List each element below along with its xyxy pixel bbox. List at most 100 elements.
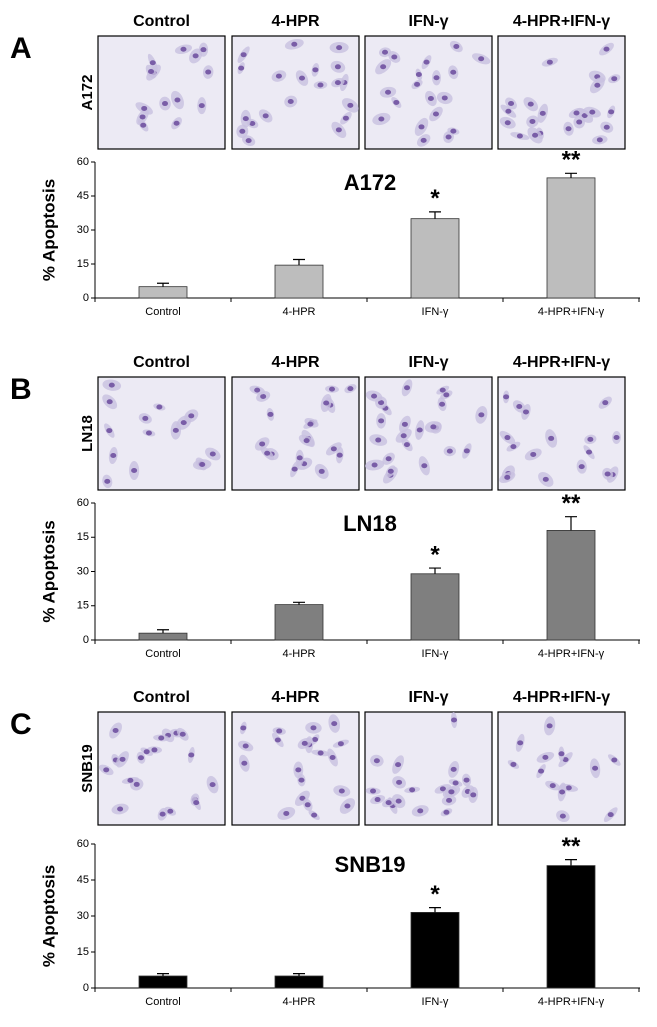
cell-nucleus (542, 476, 549, 482)
cell-nucleus (371, 393, 378, 399)
bar (546, 865, 596, 989)
error-bar (429, 907, 441, 913)
cell-nucleus (239, 128, 246, 134)
cell-nucleus (432, 111, 439, 117)
y-tick-label: 0 (83, 634, 89, 646)
cell-nucleus (139, 114, 146, 120)
cell-nucleus (446, 448, 453, 454)
cell-nucleus (274, 737, 281, 743)
cell-nucleus (403, 442, 410, 448)
cell-nucleus (608, 109, 615, 115)
cell-nucleus (334, 64, 341, 70)
cell-nucleus (603, 46, 610, 52)
cell-nucleus (173, 120, 180, 126)
cell-nucleus (603, 124, 610, 130)
cell-nucleus (450, 69, 457, 75)
cell-nucleus (188, 413, 195, 419)
y-tick-label: 60 (77, 838, 89, 850)
y-tick-label: 60 (77, 156, 89, 168)
cell-nucleus (504, 474, 511, 480)
cell-nucleus (592, 765, 599, 771)
column-label: Control (133, 13, 190, 30)
x-tick-label: 4-HPR+IFN-γ (538, 648, 605, 660)
cell-nucleus (301, 740, 308, 746)
cell-nucleus (151, 747, 158, 753)
error-bar (565, 859, 577, 866)
bar (546, 177, 596, 299)
cell-nucleus (393, 99, 400, 105)
cell-nucleus (137, 755, 144, 761)
bar (274, 975, 324, 989)
x-tick-label: 4-HPR+IFN-γ (538, 996, 605, 1008)
cell-nucleus (323, 400, 330, 406)
cell-nucleus (443, 809, 450, 815)
error-bar (293, 258, 305, 266)
cell-nucleus (188, 752, 195, 758)
cell-nucleus (450, 766, 457, 772)
cell-nucleus (108, 382, 115, 388)
cell-nucleus (378, 400, 385, 406)
cell-nucleus (517, 740, 524, 746)
cell-nucleus (508, 100, 515, 106)
x-tick-label: 4-HPR (282, 996, 315, 1008)
cell-nucleus (448, 789, 455, 795)
cell-nucleus (378, 418, 385, 424)
cell-nucleus (596, 137, 603, 143)
column-label: 4-HPR (271, 689, 319, 706)
cell-nucleus (240, 52, 247, 58)
significance-mark: * (430, 541, 440, 568)
micrograph (231, 376, 360, 491)
cell-nucleus (299, 795, 306, 801)
y-tick-label: 0 (83, 982, 89, 994)
micrograph (497, 711, 626, 826)
cell-nucleus (240, 725, 247, 731)
cell-nucleus (262, 113, 269, 119)
y-tick-label: 30 (77, 224, 89, 236)
cell-nucleus (529, 118, 536, 124)
significance-mark: * (430, 185, 440, 212)
cell-nucleus (283, 810, 290, 816)
cell-nucleus (245, 138, 252, 144)
y-tick-label: 15 (77, 258, 89, 270)
cell-nucleus (200, 47, 207, 53)
cell-nucleus (276, 728, 283, 734)
cell-nucleus (532, 132, 539, 138)
cell-nucleus (443, 392, 450, 398)
cell-nucleus (249, 120, 256, 126)
column-label: IFN-γ (409, 354, 449, 371)
cell-nucleus (573, 110, 580, 116)
cell-nucleus (401, 421, 408, 427)
cell-nucleus (503, 394, 510, 400)
cell-nucleus (463, 777, 470, 783)
cell-nucleus (445, 134, 452, 140)
cell-nucleus (439, 387, 446, 393)
error-bar (565, 516, 577, 531)
cell-nucleus (423, 59, 430, 65)
cell-nucleus (205, 69, 212, 75)
cell-nucleus (530, 451, 537, 457)
cell-nucleus (441, 95, 448, 101)
cell-nucleus (104, 478, 111, 484)
cell-nucleus (594, 82, 601, 88)
cell-nucleus (140, 122, 147, 128)
cell-nucleus (430, 424, 437, 430)
y-axis-label: % Apoptosis (39, 865, 58, 967)
cell-nucleus (143, 749, 150, 755)
cell-nucleus (336, 45, 343, 51)
cell-nucleus (106, 428, 113, 434)
cell-nucleus (329, 754, 336, 760)
y-tick-label: 45 (77, 874, 89, 886)
cell-nucleus (304, 802, 311, 808)
y-tick-label: 15 (77, 531, 89, 543)
cell-nucleus (548, 435, 555, 441)
cell-nucleus (395, 798, 402, 804)
cell-nucleus (611, 76, 618, 82)
cell-nucleus (463, 448, 470, 454)
micrograph (97, 376, 226, 491)
cell-nucleus (427, 95, 434, 101)
cell-nucleus (504, 120, 511, 126)
cell-nucleus (110, 452, 117, 458)
bar (274, 604, 324, 641)
cell-nucleus (312, 736, 319, 742)
cell-nucleus (119, 756, 126, 762)
